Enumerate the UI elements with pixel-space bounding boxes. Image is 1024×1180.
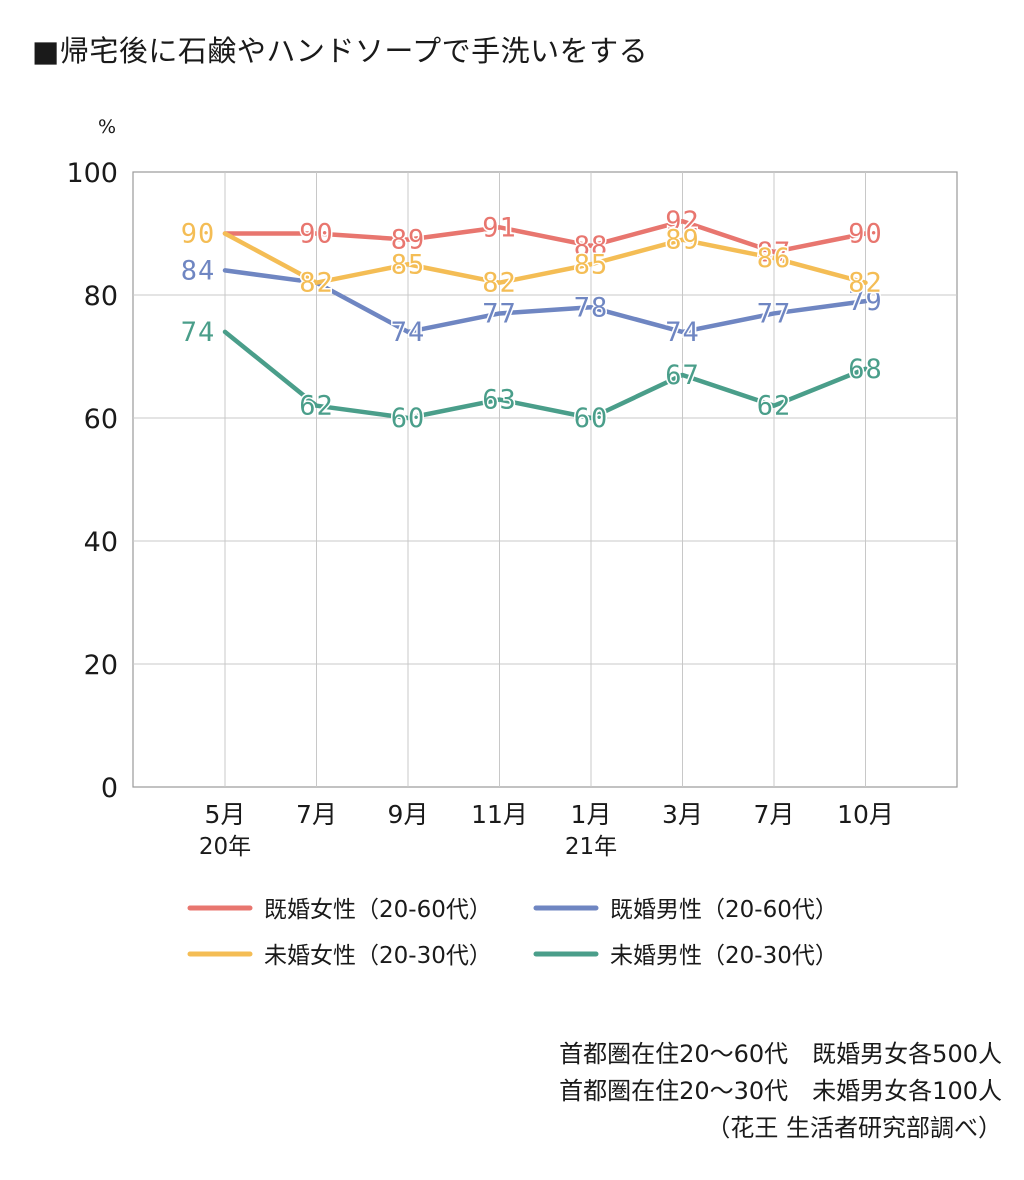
data-label-unmarried-female: 82 — [482, 268, 517, 299]
data-label-married-male: 77 — [482, 298, 517, 329]
chart-title: ■帰宅後に石鹸やハンドソープで手洗いをする — [32, 34, 649, 68]
y-tick-label: 60 — [84, 404, 118, 435]
data-label-married-female: 87 — [757, 237, 792, 268]
plot-area — [132, 171, 958, 788]
series-line-unmarried-male — [222, 329, 868, 421]
legend-label-unmarried-male: 未婚男性（20-30代） — [610, 943, 838, 969]
data-label-married-female: 88 — [574, 231, 609, 262]
x-tick-label: 3月 — [662, 800, 703, 829]
data-label-unmarried-female: 82 — [848, 268, 883, 299]
y-axis-unit: % — [98, 116, 116, 138]
legend-label-unmarried-female: 未婚女性（20-30代） — [264, 943, 492, 969]
data-label-unmarried-male: 62 — [299, 391, 334, 422]
x-year-label: 21年 — [565, 834, 617, 860]
source-notes: 首都圏在住20〜60代 既婚男女各500人 首都圏在住20〜30代 未婚男女各1… — [559, 1036, 1002, 1147]
data-label-unmarried-female: 86 — [757, 243, 792, 274]
x-tick-label: 7月 — [296, 800, 337, 829]
data-label-married-male: 82 — [299, 268, 334, 299]
legend-label-married-male: 既婚男性（20-60代） — [610, 897, 838, 923]
data-label-married-female: 92 — [665, 206, 700, 237]
series-line-married-male — [222, 268, 868, 335]
data-label-unmarried-male: 67 — [665, 360, 700, 391]
data-label-unmarried-male: 68 — [848, 354, 883, 385]
data-label-married-male: 79 — [848, 286, 883, 317]
y-tick-label: 80 — [84, 281, 118, 312]
data-label-married-female: 90 — [299, 219, 334, 250]
note-line-source: （花王 生活者研究部調べ） — [706, 1114, 1002, 1142]
data-label-married-male: 78 — [574, 292, 609, 323]
y-tick-label: 40 — [84, 527, 118, 558]
data-label-unmarried-male: 60 — [391, 403, 426, 434]
series-line-unmarried-female — [222, 231, 868, 285]
data-label-married-female: 90 — [181, 219, 216, 250]
data-label-unmarried-male: 60 — [574, 403, 609, 434]
data-label-married-female: 89 — [391, 225, 426, 256]
data-label-unmarried-male: 62 — [757, 391, 792, 422]
data-label-unmarried-female: 85 — [391, 249, 426, 280]
note-line-unmarried: 首都圏在住20〜30代 未婚男女各100人 — [559, 1077, 1002, 1105]
data-label-married-male: 77 — [757, 298, 792, 329]
note-line-married: 首都圏在住20〜60代 既婚男女各500人 — [559, 1040, 1002, 1068]
data-label-unmarried-male: 63 — [482, 385, 517, 416]
data-label-married-female: 90 — [848, 219, 883, 250]
data-label-unmarried-female: 90 — [181, 219, 216, 250]
y-tick-label: 100 — [66, 158, 118, 189]
data-label-married-male: 74 — [665, 317, 700, 348]
series-line-married-female — [222, 218, 868, 255]
y-tick-label: 20 — [84, 650, 118, 681]
data-label-married-male: 84 — [181, 255, 216, 286]
legend-label-married-female: 既婚女性（20-60代） — [264, 897, 492, 923]
x-tick-label: 1月 — [571, 800, 612, 829]
x-tick-label: 7月 — [754, 800, 795, 829]
data-label-unmarried-female: 82 — [299, 268, 334, 299]
data-label-married-female: 91 — [482, 212, 517, 243]
data-label-unmarried-female: 85 — [574, 249, 609, 280]
data-label-unmarried-female: 89 — [665, 225, 700, 256]
y-tick-label: 0 — [101, 773, 118, 804]
x-year-label: 20年 — [199, 834, 251, 860]
x-tick-label: 11月 — [471, 800, 528, 829]
line-chart: 0 20 40 60 80 100% 5月 20年 7月 9月 11月 1月 21年 3月 7月 10月 90 9… — [66, 116, 958, 969]
x-tick-label: 10月 — [837, 800, 894, 829]
x-tick-label: 9月 — [388, 800, 429, 829]
data-label-married-male: 74 — [391, 317, 426, 348]
data-label-unmarried-male: 74 — [181, 317, 216, 348]
x-tick-label: 5月 — [205, 800, 246, 829]
